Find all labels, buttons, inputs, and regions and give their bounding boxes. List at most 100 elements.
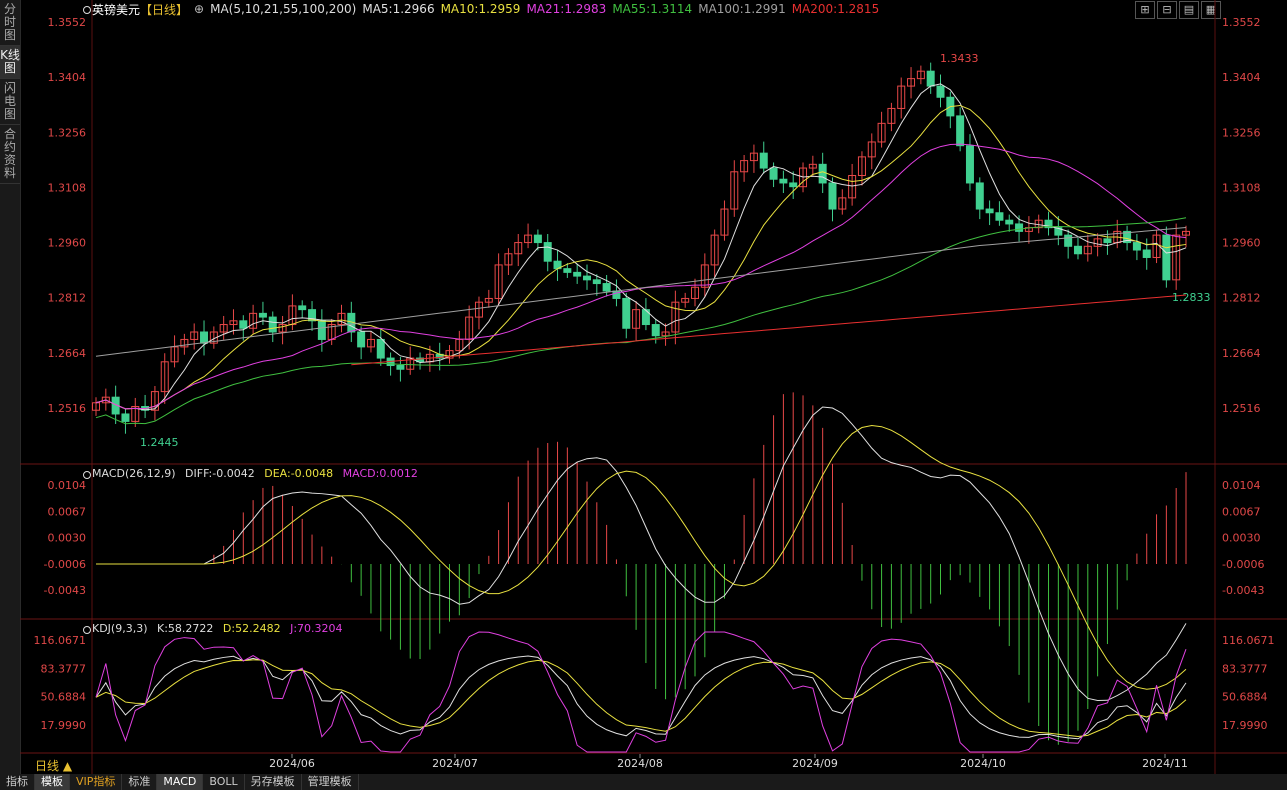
price-tick-right: 1.2960 [1222,237,1261,250]
tab-vip-indicators[interactable]: VIP指标 [70,774,123,790]
tab-flash[interactable]: 闪电图 [0,79,20,125]
low-label: 1.2445 [140,436,179,449]
kdj-tick-right: 17.9990 [1222,719,1268,732]
candle [111,396,120,415]
macd-tick-left: 0.0104 [48,479,87,492]
tab-standard[interactable]: 标准 [122,774,158,790]
candle [170,346,179,363]
candle [445,350,454,359]
candle [1064,234,1073,247]
ma100-value: MA100:1.2991 [698,2,786,16]
candle [691,286,700,299]
d-line [95,659,1187,738]
price-tick-right: 1.3256 [1222,126,1261,139]
grid-1-icon[interactable]: ⊞ [1135,1,1155,19]
kdj-tick-left: 83.3777 [41,662,87,675]
grid-4-icon[interactable]: ▦ [1201,1,1221,19]
macd-tick-left: -0.0006 [44,558,86,571]
candle [681,297,690,303]
price-tick-left: 1.3256 [48,126,87,139]
settings-icon[interactable]: ⊕ [194,2,205,16]
last-label: 1.2833 [1172,291,1211,304]
candle [1044,219,1053,229]
tab-boll[interactable]: BOLL [203,774,245,790]
candle [504,253,513,266]
candle [848,175,857,199]
tab-kline[interactable]: K线图 [0,46,20,79]
candle [887,107,896,124]
macd-label: MACD(26,12,9) [92,467,176,480]
ma-marker-icon[interactable] [83,6,91,14]
tab-contract-info[interactable]: 合约资料 [0,125,20,184]
kdj-marker-icon[interactable] [83,626,91,634]
tab-macd[interactable]: MACD [157,774,204,790]
kdj-label: KDJ(9,3,3) [92,622,148,635]
tab-timeshare[interactable]: 分时图 [0,0,20,46]
candle [249,312,258,329]
candle [298,305,307,311]
candle [700,264,709,288]
candle [622,297,631,329]
k-line [95,655,1187,740]
candle [150,391,159,411]
ma10-value: MA10:1.2959 [440,2,521,16]
candle [1054,227,1063,236]
candle [651,324,660,337]
candle [180,338,189,348]
candle [710,234,719,266]
candle [592,279,601,285]
candle [985,208,994,214]
ma5-line [95,83,1187,411]
candle [416,357,425,363]
candle [1103,238,1112,244]
candle [759,152,768,169]
candle [740,160,749,173]
candle [396,365,405,370]
ma55-line [95,217,1187,425]
candle [200,331,209,344]
macd-tick-left: 0.0067 [48,505,87,518]
candle [926,70,935,87]
price-tick-left: 1.2812 [48,292,87,305]
macd-value: MACD:0.0012 [342,467,418,480]
candle [867,141,876,158]
kdj-tick-left: 50.6884 [41,691,87,704]
save-template-button[interactable]: 另存模板 [245,774,302,790]
date-label: 2024/06 [269,757,315,770]
candle [514,242,523,255]
tab-indicators[interactable]: 指标 [0,774,35,790]
candle [1005,219,1014,225]
ma-header: 英镑美元 【日线】 ⊕ MA(5,10,21,55,100,200) MA5:1… [92,0,885,18]
candle [877,122,886,143]
candle [838,197,847,210]
period-button[interactable]: 日线 ▲ [35,759,73,773]
candle [121,413,130,422]
macd-tick-right: 0.0104 [1222,479,1261,492]
macd-marker-icon[interactable] [83,471,91,479]
kdj-k: K:58.2722 [157,622,214,635]
grid-3-icon[interactable]: ▤ [1179,1,1199,19]
candle [897,85,906,109]
candle [602,283,611,292]
candle [799,167,808,188]
candle [661,331,670,337]
candle [573,271,582,277]
candle [366,338,375,348]
macd-tick-right: -0.0006 [1222,558,1264,571]
period-tag: 【日线】 [140,2,189,17]
price-tick-left: 1.2664 [48,347,87,360]
manage-templates-button[interactable]: 管理模板 [302,774,359,790]
candle [1172,234,1181,281]
date-label: 2024/11 [1142,757,1188,770]
grid-2-icon[interactable]: ⊟ [1157,1,1177,19]
candle [857,156,866,177]
tab-templates[interactable]: 模板 [35,774,70,790]
price-tick-right: 1.3404 [1222,71,1261,84]
price-tick-left: 1.3404 [48,71,87,84]
ma-params: MA(5,10,21,55,100,200) [210,2,357,16]
candle [828,182,837,210]
symbol-name: 英镑美元 [92,2,141,17]
candle [1015,223,1024,232]
candle [995,212,1004,221]
